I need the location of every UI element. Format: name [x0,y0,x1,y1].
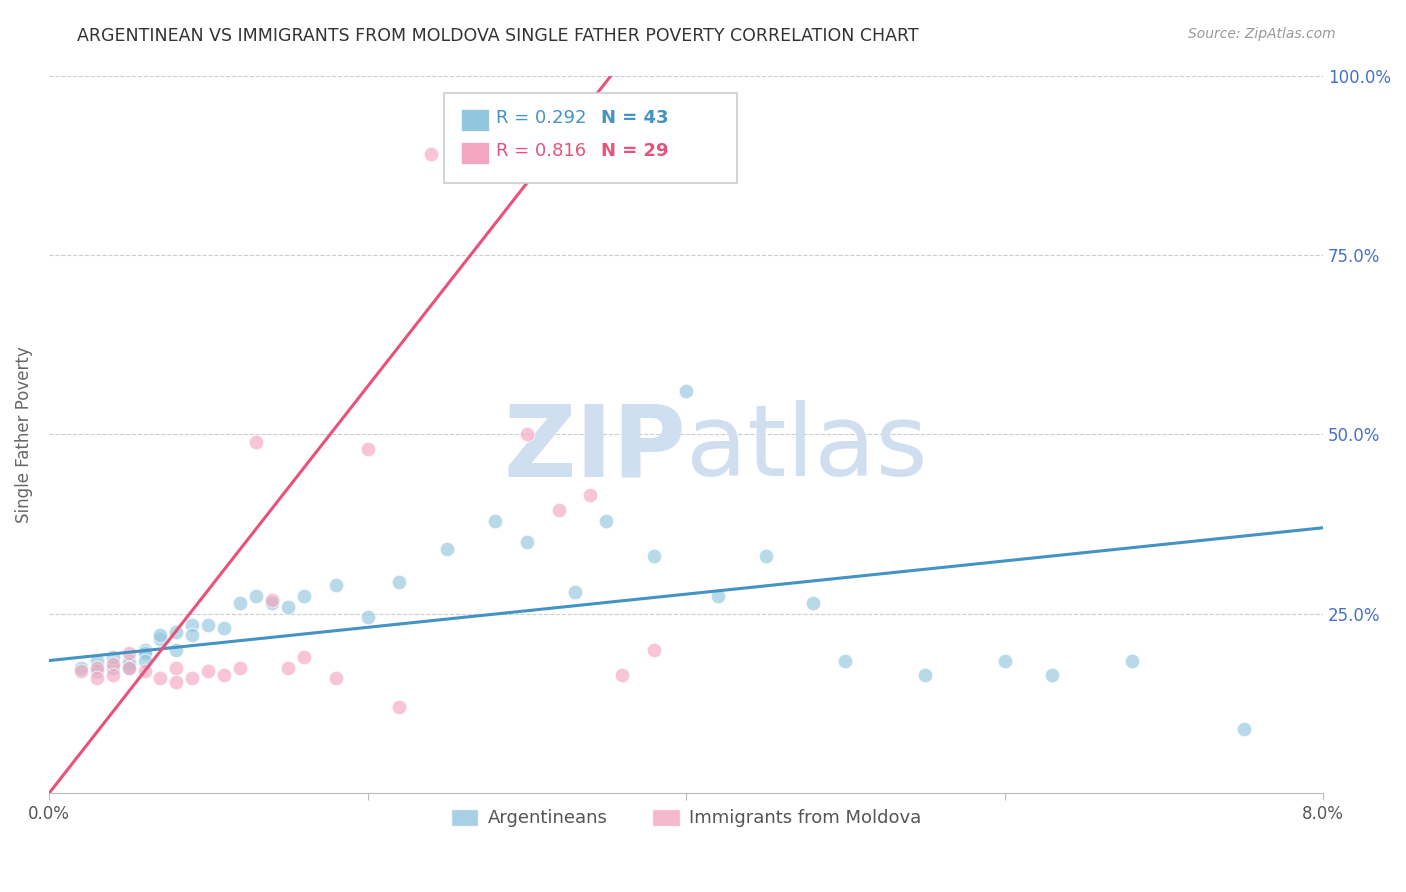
Point [1040,668,1063,682]
Legend: Argentineans, Immigrants from Moldova: Argentineans, Immigrants from Moldova [444,801,928,835]
Text: R = 0.292: R = 0.292 [496,109,586,128]
Point [86,672,108,686]
Point [516,427,538,442]
FancyBboxPatch shape [444,94,737,183]
Point [595,514,617,528]
Point [420,147,443,161]
Point [149,632,172,646]
Point [134,654,156,668]
Point [117,657,139,672]
Text: Source: ZipAtlas.com: Source: ZipAtlas.com [1188,27,1336,41]
Point [260,592,283,607]
Point [484,147,506,161]
Point [117,646,139,660]
Point [117,661,139,675]
Point [101,650,124,665]
Point [707,589,730,603]
Point [181,617,204,632]
Point [101,657,124,672]
Point [149,672,172,686]
Point [292,589,315,603]
Point [165,624,187,639]
Point [165,675,187,690]
Point [292,650,315,665]
Text: ARGENTINEAN VS IMMIGRANTS FROM MOLDOVA SINGLE FATHER POVERTY CORRELATION CHART: ARGENTINEAN VS IMMIGRANTS FROM MOLDOVA S… [77,27,920,45]
Point [388,700,411,714]
Text: atlas: atlas [686,401,928,498]
Text: R = 0.816: R = 0.816 [496,143,586,161]
FancyBboxPatch shape [461,109,488,131]
Point [643,549,665,564]
FancyBboxPatch shape [461,143,488,164]
Point [564,585,586,599]
Point [388,574,411,589]
Point [117,654,139,668]
Point [101,668,124,682]
Point [149,628,172,642]
Point [612,668,634,682]
Point [516,535,538,549]
Point [86,654,108,668]
Point [579,488,602,502]
Point [101,661,124,675]
Text: N = 43: N = 43 [600,109,668,128]
Point [803,596,825,610]
Point [134,642,156,657]
Point [181,672,204,686]
Point [277,599,299,614]
Point [181,628,204,642]
Point [436,542,458,557]
Point [260,596,283,610]
Point [484,514,506,528]
Point [229,661,252,675]
Point [325,578,347,592]
Point [134,665,156,679]
Point [356,442,378,456]
Point [69,661,91,675]
Point [86,661,108,675]
Point [229,596,252,610]
Point [1232,722,1254,736]
Point [547,503,569,517]
Point [134,646,156,660]
Point [356,610,378,624]
Point [212,621,235,635]
Text: N = 29: N = 29 [600,143,668,161]
Point [86,665,108,679]
Point [165,642,187,657]
Point [994,654,1017,668]
Point [165,661,187,675]
Point [755,549,778,564]
Point [914,668,936,682]
Point [834,654,856,668]
Point [197,617,219,632]
Point [245,434,267,449]
Point [277,661,299,675]
Text: ZIP: ZIP [503,401,686,498]
Point [212,668,235,682]
Point [69,665,91,679]
Point [117,661,139,675]
Point [675,384,697,399]
Y-axis label: Single Father Poverty: Single Father Poverty [15,346,32,523]
Point [245,589,267,603]
Point [643,642,665,657]
Point [1121,654,1143,668]
Point [325,672,347,686]
Point [197,665,219,679]
